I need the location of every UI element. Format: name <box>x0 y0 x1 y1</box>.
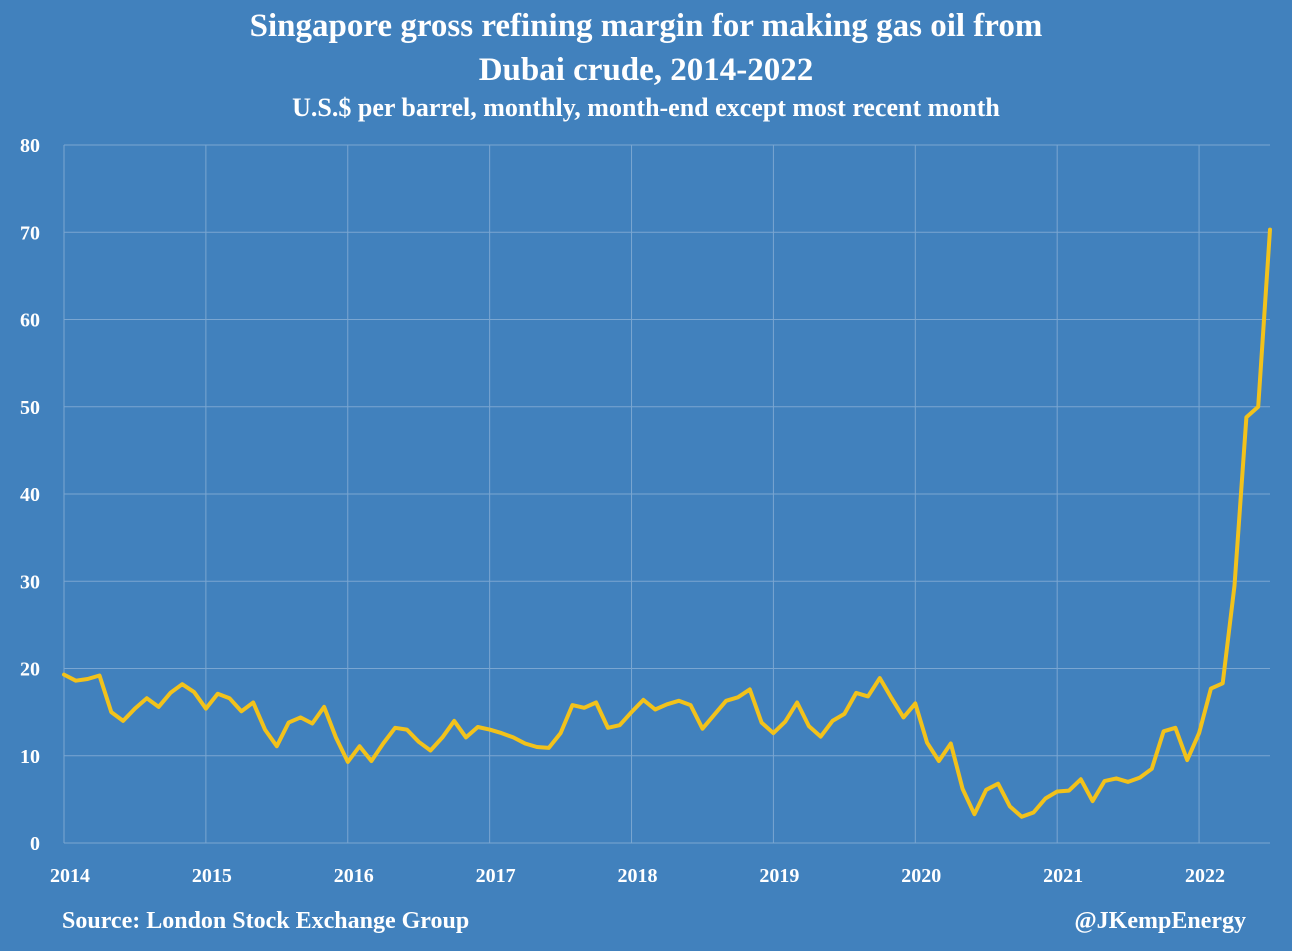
x-axis-ticks: 2014 2015 2016 2017 2018 2019 2020 2021 2022 <box>50 865 1225 887</box>
y-tick-label: 10 <box>20 746 40 768</box>
x-tick-label: 2022 <box>1185 865 1225 887</box>
x-tick-label: 2015 <box>192 865 232 887</box>
x-tick-label: 2014 <box>50 865 90 887</box>
y-tick-label: 0 <box>30 833 40 855</box>
x-tick-label: 2021 <box>1043 865 1083 887</box>
y-tick-label: 70 <box>20 222 40 244</box>
grid-lines <box>63 144 1270 844</box>
chart-subtitle: U.S.$ per barrel, monthly, month-end exc… <box>292 93 1000 122</box>
chart-title: Singapore gross refining margin for maki… <box>0 4 1292 92</box>
x-tick-label: 2020 <box>901 865 941 887</box>
y-tick-label: 80 <box>20 135 40 157</box>
author-handle: @JKempEnergy <box>1074 908 1246 934</box>
x-tick-label: 2017 <box>476 865 516 887</box>
x-tick-label: 2016 <box>334 865 374 887</box>
y-tick-label: 50 <box>20 397 40 419</box>
y-tick-label: 40 <box>20 484 40 506</box>
source-note: Source: London Stock Exchange Group <box>62 908 470 934</box>
y-tick-label: 30 <box>20 571 40 593</box>
series-layer <box>62 227 1272 819</box>
chart-title-line-2: Dubai crude, 2014-2022 <box>478 52 814 88</box>
x-tick-label: 2019 <box>759 865 799 887</box>
series-line-0 <box>62 227 1272 819</box>
y-axis-ticks: 0 10 20 30 40 50 60 70 80 <box>20 135 40 855</box>
y-tick-label: 60 <box>20 310 40 332</box>
chart-title-line-1: Singapore gross refining margin for maki… <box>249 8 1043 44</box>
x-tick-label: 2018 <box>618 865 658 887</box>
y-tick-label: 20 <box>20 659 40 681</box>
